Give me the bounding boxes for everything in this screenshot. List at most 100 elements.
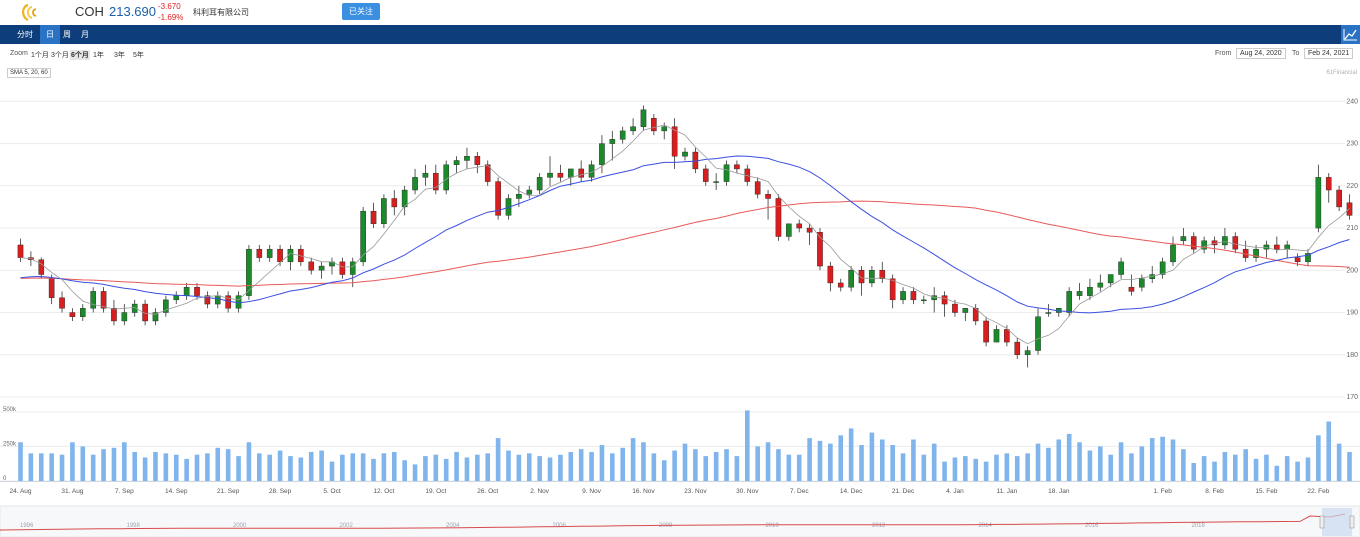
volume-bar (921, 454, 927, 481)
zoom-6m[interactable]: 6个月 (70, 50, 90, 60)
volume-bar (360, 453, 366, 481)
volume-bar (568, 451, 574, 481)
zoom-label: Zoom (10, 50, 28, 57)
tab-daily[interactable]: 日 (40, 25, 60, 44)
candle-body (952, 303, 958, 313)
navigator-year-label: 2016 (1085, 523, 1099, 529)
candle-body (900, 291, 906, 301)
candle-body (848, 270, 854, 288)
volume-bar (1181, 449, 1186, 481)
x-tick-label: 14. Dec (840, 488, 863, 495)
volume-bar (506, 450, 511, 481)
volume-bar (1326, 421, 1332, 481)
volume-bar (194, 454, 200, 481)
candle-body (235, 295, 242, 309)
company-name: 科利耳有限公司 (193, 8, 249, 17)
sma20-line (20, 155, 1350, 314)
volume-bar (1098, 446, 1103, 481)
volume-bar (817, 440, 823, 481)
volume-bar (1149, 438, 1155, 481)
from-date-field[interactable]: Aug 24, 2020 (1236, 48, 1286, 59)
volume-bar (381, 453, 387, 481)
volume-bar (1087, 450, 1093, 481)
volume-bar (122, 442, 127, 481)
volume-bar (1066, 433, 1072, 481)
volume-bar (610, 453, 615, 481)
zoom-1y[interactable]: 1年 (93, 52, 104, 59)
volume-bar (828, 443, 833, 481)
zoom-1m[interactable]: 1个月 (31, 52, 49, 59)
x-tick-label: 22. Feb (1307, 488, 1329, 495)
volume-bar (952, 457, 958, 481)
chart-type-icon[interactable] (1341, 25, 1360, 44)
candle-body (879, 270, 886, 279)
navigator-year-label: 2010 (766, 523, 780, 529)
volume-bar (641, 442, 646, 481)
candle-body (194, 286, 200, 296)
candle-body (651, 118, 657, 132)
candle-body (339, 261, 346, 275)
candle-body (661, 126, 668, 132)
candle-body (702, 168, 709, 182)
x-tick-label: 2. Nov (530, 488, 550, 495)
tab-intraday[interactable]: 分时 (17, 30, 33, 39)
navigator-year-label: 1996 (20, 523, 34, 529)
candle-body (433, 172, 439, 191)
follow-button[interactable]: 已关注 (342, 3, 380, 20)
volume-bar (28, 453, 34, 481)
navigator-year-label: 1998 (127, 523, 141, 529)
candle-body (817, 232, 823, 267)
candle-body (536, 177, 543, 191)
volume-bar (1347, 451, 1352, 481)
x-tick-label: 11. Jan (996, 488, 1017, 495)
price-tick-label: 200 (1346, 267, 1358, 274)
volume-bar (319, 450, 324, 481)
candle-body (370, 210, 377, 225)
volume-bar (277, 450, 283, 481)
candle-body (1087, 286, 1093, 296)
volume-bar (423, 456, 428, 481)
candle-body (111, 308, 117, 322)
indicator-legend[interactable]: SMA 5, 20, 60 (7, 68, 51, 78)
candle-body (775, 198, 782, 237)
x-tick-label: 16. Nov (632, 488, 655, 495)
volume-bar (101, 449, 106, 481)
volume-bar (18, 442, 23, 481)
to-label: To (1292, 50, 1300, 57)
candle-body (1315, 177, 1322, 229)
tab-monthly[interactable]: 月 (81, 30, 89, 39)
candle-body (765, 194, 771, 199)
zoom-3m[interactable]: 3个月 (51, 52, 69, 59)
volume-bar (391, 451, 397, 481)
candle-body (567, 168, 574, 178)
to-date-field[interactable]: Feb 24, 2021 (1304, 48, 1354, 59)
quote-header: COH 213.690 -3.670 -1.69% 科利耳有限公司 已关注 (0, 0, 1360, 25)
tab-weekly[interactable]: 周 (63, 30, 71, 39)
candle-body (142, 303, 148, 322)
candle-body (1284, 244, 1291, 250)
x-tick-label: 15. Feb (1255, 488, 1277, 495)
volume-bar (1212, 461, 1217, 481)
navigator-year-label: 2006 (553, 523, 567, 529)
navigator-window (1322, 508, 1352, 536)
x-tick-label: 4. Jan (946, 488, 964, 495)
zoom-3y[interactable]: 3年 (114, 52, 125, 59)
candle-body (1004, 329, 1010, 343)
candle-body (1066, 291, 1072, 313)
candle-body (962, 308, 969, 313)
volume-bar (1316, 435, 1321, 481)
candle-body (723, 164, 730, 182)
x-tick-label: 26. Oct (477, 488, 498, 495)
candle-body (921, 299, 927, 302)
volume-bar (1191, 463, 1197, 481)
volume-bar (558, 454, 563, 481)
candle-body (837, 282, 844, 288)
volume-bar (70, 442, 75, 481)
candle-body (79, 308, 86, 317)
from-label: From (1215, 50, 1232, 57)
zoom-5y[interactable]: 5年 (133, 52, 144, 59)
candle-body (349, 261, 356, 275)
candle-body (1274, 244, 1280, 250)
candle-body (516, 194, 522, 199)
